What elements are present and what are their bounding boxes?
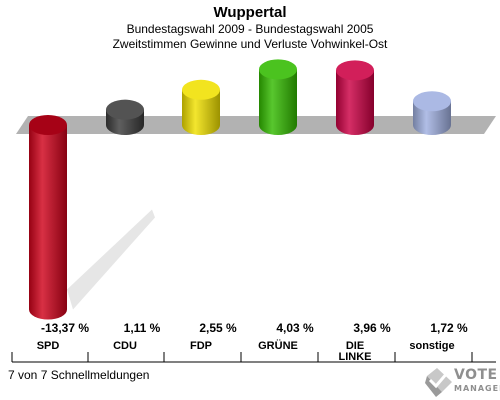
footer-note: 7 von 7 Schnellmeldungen	[8, 368, 150, 382]
chart-subtitle-line-2: Zweitstimmen Gewinne und Verluste Vohwin…	[112, 37, 388, 51]
category-axis	[11, 352, 496, 363]
bar-shadow-spd	[67, 209, 155, 310]
bar-die-linke	[336, 60, 374, 135]
bar-sonstige	[413, 91, 451, 135]
vote-manager-logo: VOTE MANAGER	[424, 364, 500, 400]
value-label-fdp: 2,55 %	[199, 321, 237, 335]
logo-word-vote: VOTE	[454, 367, 498, 383]
bars	[29, 59, 451, 320]
category-label-sonstige: sonstige	[409, 340, 454, 352]
value-labels: -13,37 % 1,11 % 2,55 % 4,03 % 3,96 % 1,72 %	[41, 321, 468, 335]
value-label-gruene: 4,03 %	[276, 321, 314, 335]
bar-shadows	[67, 209, 155, 310]
value-label-sonstige: 1,72 %	[430, 321, 468, 335]
checkmark-ballot-icon	[425, 368, 452, 397]
chart-subtitle-line-1: Bundestagswahl 2009 - Bundestagswahl 200…	[126, 22, 374, 36]
chart-title: Wuppertal	[213, 4, 287, 21]
bar-spd	[29, 115, 67, 320]
category-labels: SPD CDU FDP GRÜNE DIE LINKE sonstige	[37, 339, 455, 363]
category-label-die-linke: DIE LINKE	[339, 340, 372, 363]
category-label-spd: SPD	[37, 340, 60, 352]
category-label-fdp: FDP	[190, 340, 212, 352]
bar-fdp	[182, 79, 220, 135]
category-label-gruene: GRÜNE	[258, 339, 298, 352]
category-label-cdu: CDU	[113, 340, 137, 352]
value-label-cdu: 1,11 %	[124, 321, 161, 335]
logo-word-manager: MANAGER	[454, 384, 500, 393]
value-label-die-linke: 3,96 %	[353, 321, 391, 335]
bar-gruene	[259, 59, 297, 135]
value-label-spd: -13,37 %	[41, 321, 89, 335]
bar-cdu	[106, 99, 144, 135]
